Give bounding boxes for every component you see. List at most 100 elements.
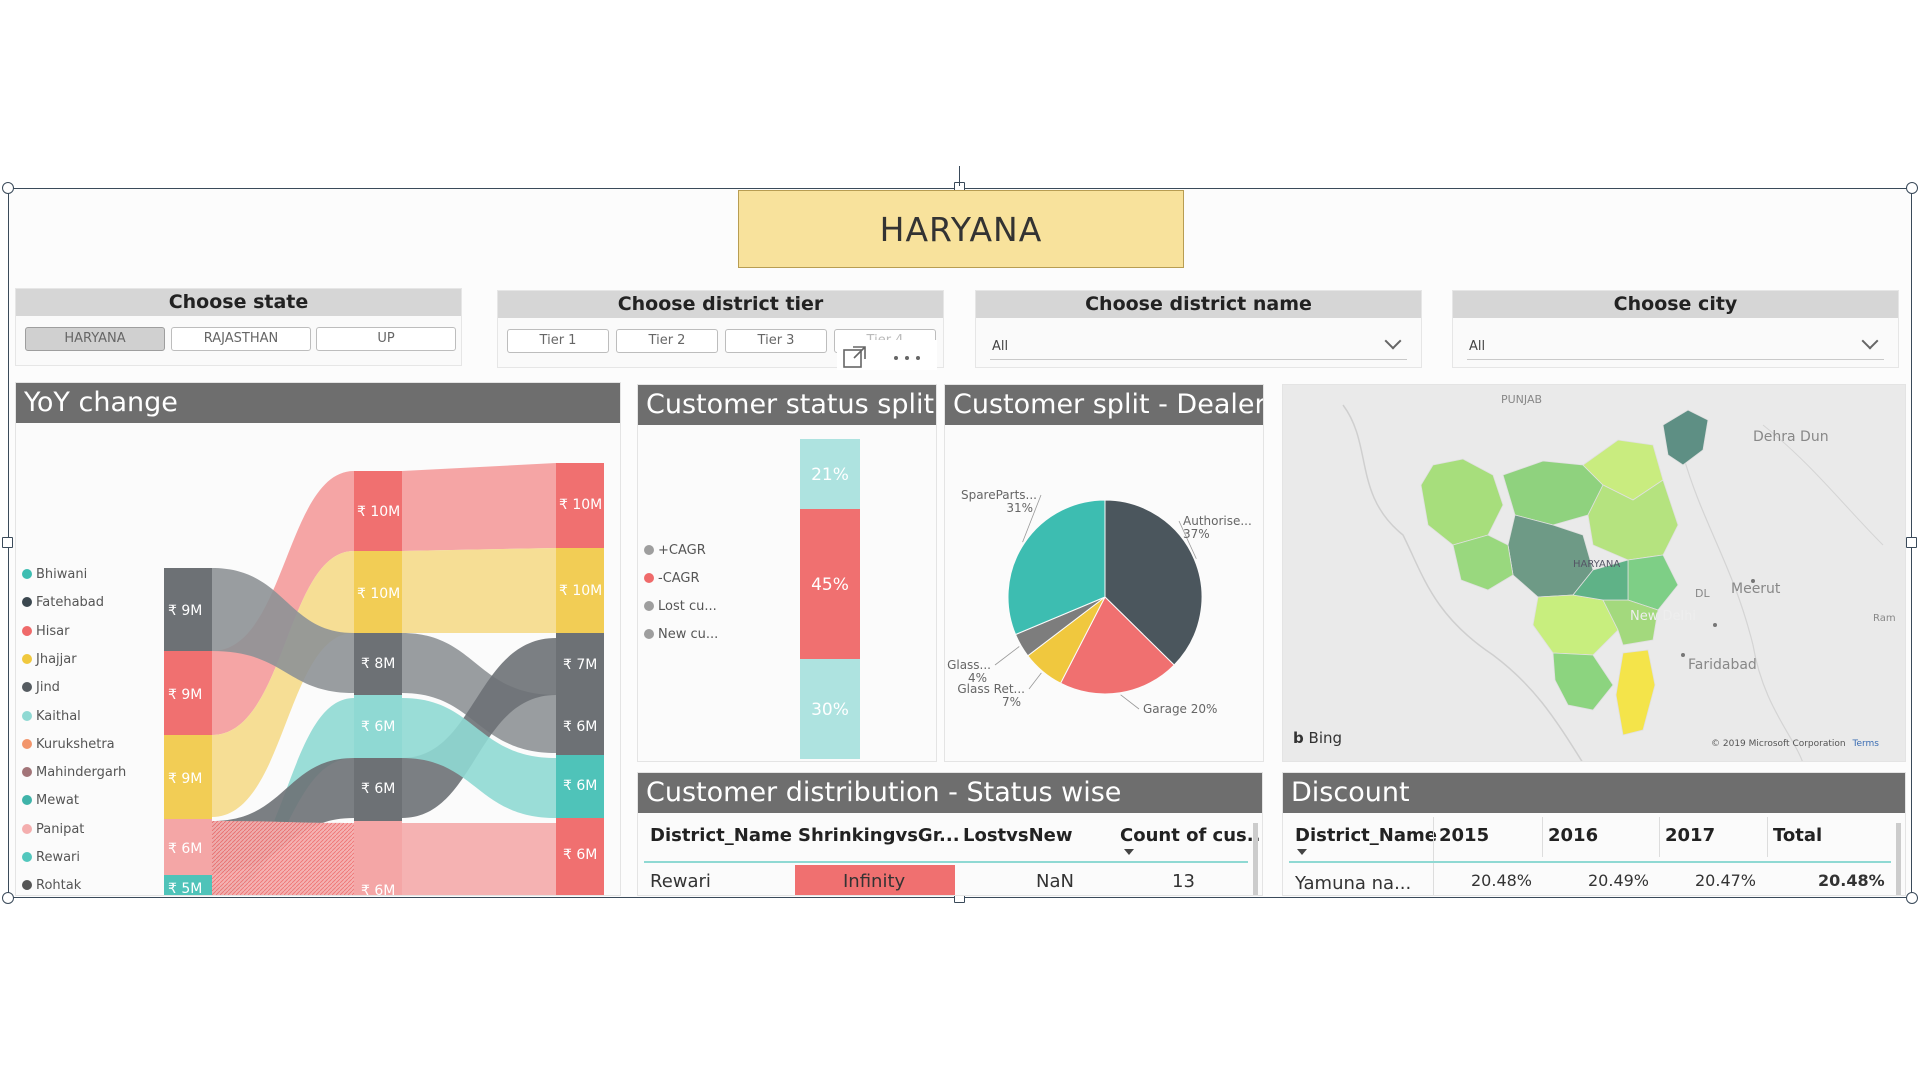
resize-handle-bottom-left[interactable] — [2, 892, 14, 904]
terms-link[interactable]: Terms — [1852, 739, 1879, 749]
pie-slice[interactable] — [1104, 499, 1203, 666]
customer-status-split-title: Customer status split — [638, 385, 936, 425]
visual-header-icons — [837, 340, 937, 370]
ribbon-gray-2-3 — [402, 633, 556, 753]
resize-handle-left-mid[interactable] — [2, 537, 13, 548]
pie-leader-line — [1022, 494, 1042, 543]
state-option-haryana[interactable]: HARYANA — [25, 327, 165, 351]
chevron-down-icon — [1861, 332, 1879, 350]
vertical-scrollbar[interactable] — [1896, 823, 1901, 895]
pie-slice-percent: 4% — [968, 671, 987, 685]
yoy-legend-item[interactable]: Kurukshetra — [22, 737, 115, 752]
map-label-ram: Ram — [1873, 613, 1896, 624]
status-segment[interactable] — [800, 509, 860, 659]
ribbon-darkgray-2-3 — [402, 638, 556, 818]
legend-marker-icon — [644, 629, 654, 639]
district-dropdown-value: All — [992, 339, 1009, 354]
resize-handle-right-mid[interactable] — [1906, 537, 1917, 548]
pie-slice-label: Authorise... — [1183, 514, 1252, 528]
col-header-total[interactable]: Total — [1773, 825, 1823, 846]
yoy-legend-item[interactable]: Panipat — [22, 822, 84, 837]
legend-marker-icon — [22, 767, 32, 778]
yoy-legend-item[interactable]: Jhajjar — [22, 652, 77, 667]
yoy-legend-item[interactable]: Jind — [22, 680, 60, 695]
legend-marker-icon — [22, 880, 32, 891]
district-dropdown[interactable]: All — [990, 329, 1407, 360]
status-legend-item[interactable]: -CAGR — [644, 571, 700, 586]
status-segment[interactable] — [800, 659, 860, 759]
rotate-handle-stem — [959, 166, 960, 186]
bing-icon: b — [1293, 729, 1304, 747]
col1-bar-yellow — [164, 735, 212, 819]
status-legend-item[interactable]: New cu... — [644, 627, 718, 642]
row-district: Yamuna na... — [1295, 873, 1412, 894]
sort-desc-icon — [1124, 849, 1134, 855]
yoy-legend-item[interactable]: Kaithal — [22, 709, 81, 724]
pie-leader-line — [994, 646, 1020, 666]
status-legend-item[interactable]: +CAGR — [644, 543, 706, 558]
pie-slice-percent: 31% — [1006, 501, 1033, 515]
row-count: 13 — [1172, 871, 1195, 892]
legend-marker-icon — [22, 710, 32, 721]
yoy-legend-item[interactable]: Rohtak — [22, 878, 81, 893]
tier-option-3[interactable]: Tier 3 — [725, 329, 827, 353]
vertical-scrollbar[interactable] — [1253, 823, 1258, 895]
ribbon-pink-2-3 — [402, 823, 556, 895]
legend-marker-icon — [22, 569, 32, 579]
bing-logo-text: Bing — [1308, 729, 1343, 747]
col-header-district[interactable]: District_Name — [1295, 825, 1437, 846]
col1-bar-red — [164, 651, 212, 735]
copyright-text: © 2019 Microsoft Corporation — [1711, 739, 1846, 749]
col3-label: ₹ 10M — [559, 583, 602, 599]
yoy-legend-item[interactable]: Hisar — [22, 624, 69, 639]
more-options-icon[interactable] — [891, 353, 931, 363]
col-header-lostvsnew[interactable]: LostvsNew — [963, 825, 1073, 846]
col2-bar-red — [354, 471, 402, 551]
yoy-legend-item[interactable]: Bhiwani — [22, 567, 87, 582]
legend-label: +CAGR — [658, 543, 706, 558]
col-header-2016[interactable]: 2016 — [1548, 825, 1599, 846]
focus-mode-icon[interactable] — [841, 342, 869, 370]
resize-handle-top-right[interactable] — [1906, 182, 1918, 194]
legend-label: Lost cu... — [658, 599, 717, 614]
legend-label: Jind — [36, 680, 60, 696]
yoy-legend-item[interactable]: Fatehabad — [22, 595, 104, 610]
col1-label: ₹ 6M — [168, 841, 202, 857]
header-underline — [644, 861, 1248, 863]
state-option-up[interactable]: UP — [316, 327, 456, 351]
col1-label: ₹ 9M — [168, 603, 202, 619]
state-option-rajasthan[interactable]: RAJASTHAN — [171, 327, 311, 351]
city-dropdown[interactable]: All — [1467, 329, 1884, 360]
col-header-shrinking[interactable]: ShrinkingvsGr... — [798, 825, 960, 846]
col3-label: ₹ 6M — [563, 719, 597, 735]
col3-bar-yellow — [556, 548, 604, 633]
dealer-pie-chart: Authorise...37% Garage 20% Glass Ret...7% G… — [947, 488, 1252, 716]
chevron-down-icon — [1384, 332, 1402, 350]
pie-slice[interactable] — [1059, 596, 1175, 695]
col2-label: ₹ 6M — [361, 781, 395, 797]
tier-option-2[interactable]: Tier 2 — [616, 329, 718, 353]
yoy-legend-item[interactable]: Mewat — [22, 793, 79, 808]
tier-slicer: Choose district tier Tier 1 Tier 2 Tier … — [497, 290, 944, 368]
tier-option-1[interactable]: Tier 1 — [507, 329, 609, 353]
legend-marker-icon — [22, 653, 32, 664]
col-header-2015[interactable]: 2015 — [1439, 825, 1490, 846]
col-header-count[interactable]: Count of cus... — [1120, 825, 1263, 846]
yoy-legend-item[interactable]: Rewari — [22, 850, 80, 865]
resize-handle-bottom-right[interactable] — [1906, 892, 1918, 904]
legend-label: Hisar — [36, 623, 70, 639]
yoy-legend-item[interactable]: Mahindergarh — [22, 765, 126, 780]
col-header-district[interactable]: District_Name — [650, 825, 792, 846]
status-legend-item[interactable]: Lost cu... — [644, 599, 717, 614]
status-stacked-bar: 21% 45% 30% — [800, 439, 860, 759]
legend-label: Rewari — [36, 850, 81, 865]
legend-label: Panipat — [36, 821, 85, 837]
pie-leader-line — [1178, 520, 1197, 559]
legend-label: Mahindergarh — [36, 765, 127, 781]
status-segment[interactable] — [800, 439, 860, 509]
col-header-2017[interactable]: 2017 — [1665, 825, 1716, 846]
district-topmost — [1662, 409, 1709, 466]
legend-label: Rohtak — [36, 878, 82, 894]
resize-handle-top-left[interactable] — [2, 182, 14, 194]
pie-slice[interactable] — [1007, 499, 1106, 636]
